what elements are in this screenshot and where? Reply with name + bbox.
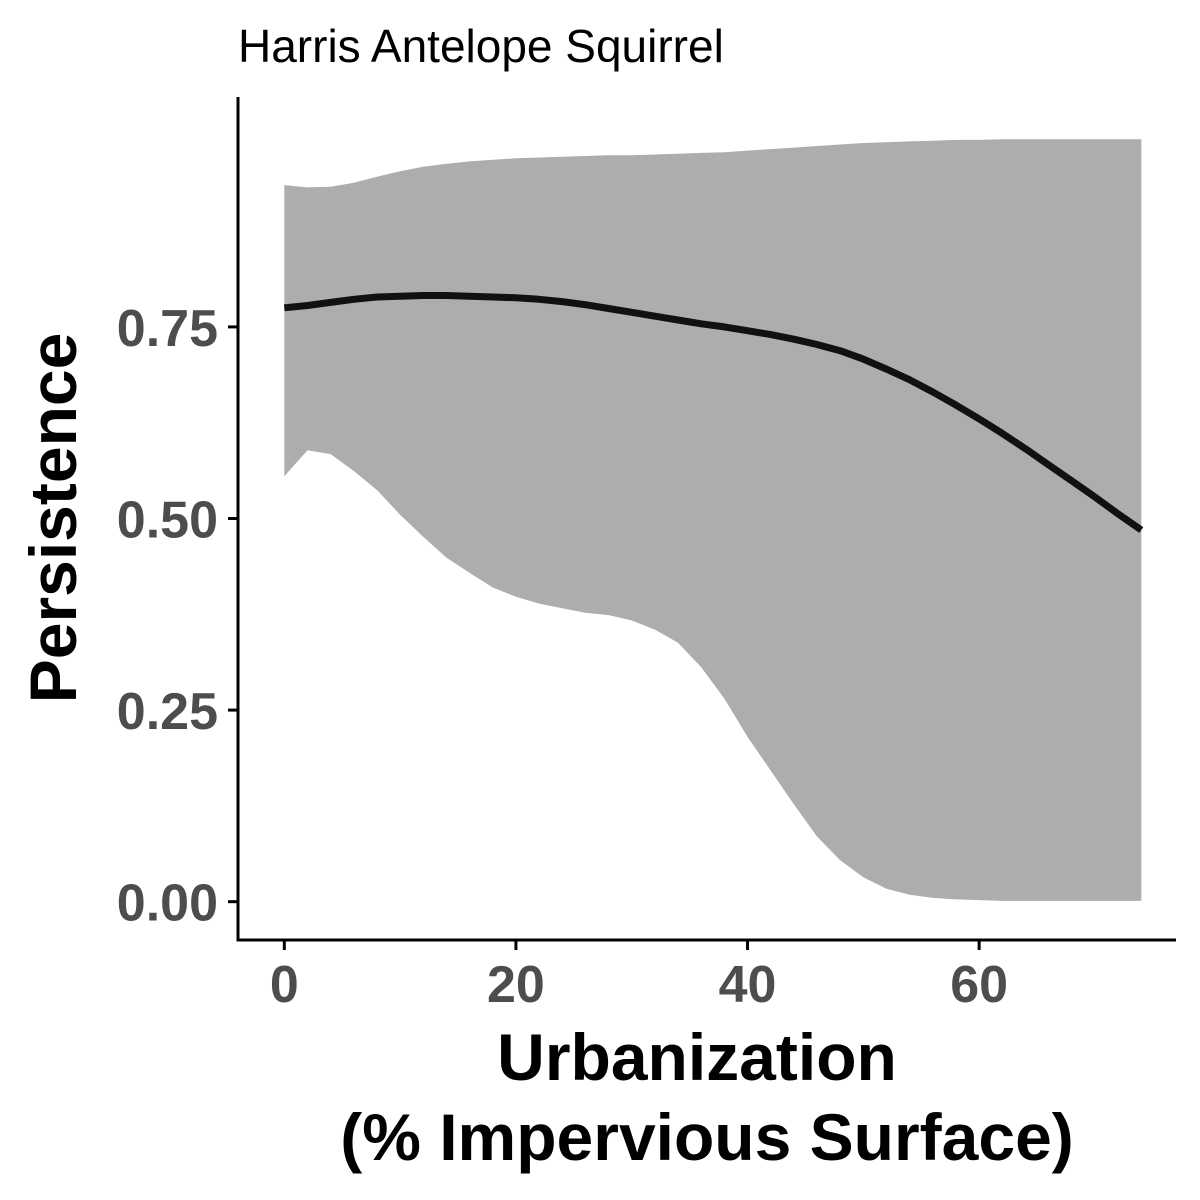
x-axis-title-line-1: Urbanization [497,1020,897,1094]
y-tick-label: 0.00 [117,875,218,933]
x-axis-ticks: 0 20 40 60 [270,940,1008,1014]
plot-area [283,139,1144,901]
x-tick-label: 60 [950,956,1008,1014]
x-tick-label: 0 [270,956,299,1014]
chart-title: Harris Antelope Squirrel [238,20,724,72]
x-tick-label: 40 [719,956,777,1014]
y-tick-label: 0.75 [117,300,218,358]
y-axis-title: Persistence [16,333,90,704]
y-tick-label: 0.50 [117,492,218,550]
x-tick-label: 20 [487,956,545,1014]
x-axis-title-line-2: (% Impervious Surface) [340,1100,1074,1174]
y-axis-ticks: 0.00 0.25 0.50 0.75 [117,300,238,933]
y-tick-label: 0.25 [117,683,218,741]
confidence-ribbon [284,139,1142,901]
persistence-trend-line [283,292,1144,533]
